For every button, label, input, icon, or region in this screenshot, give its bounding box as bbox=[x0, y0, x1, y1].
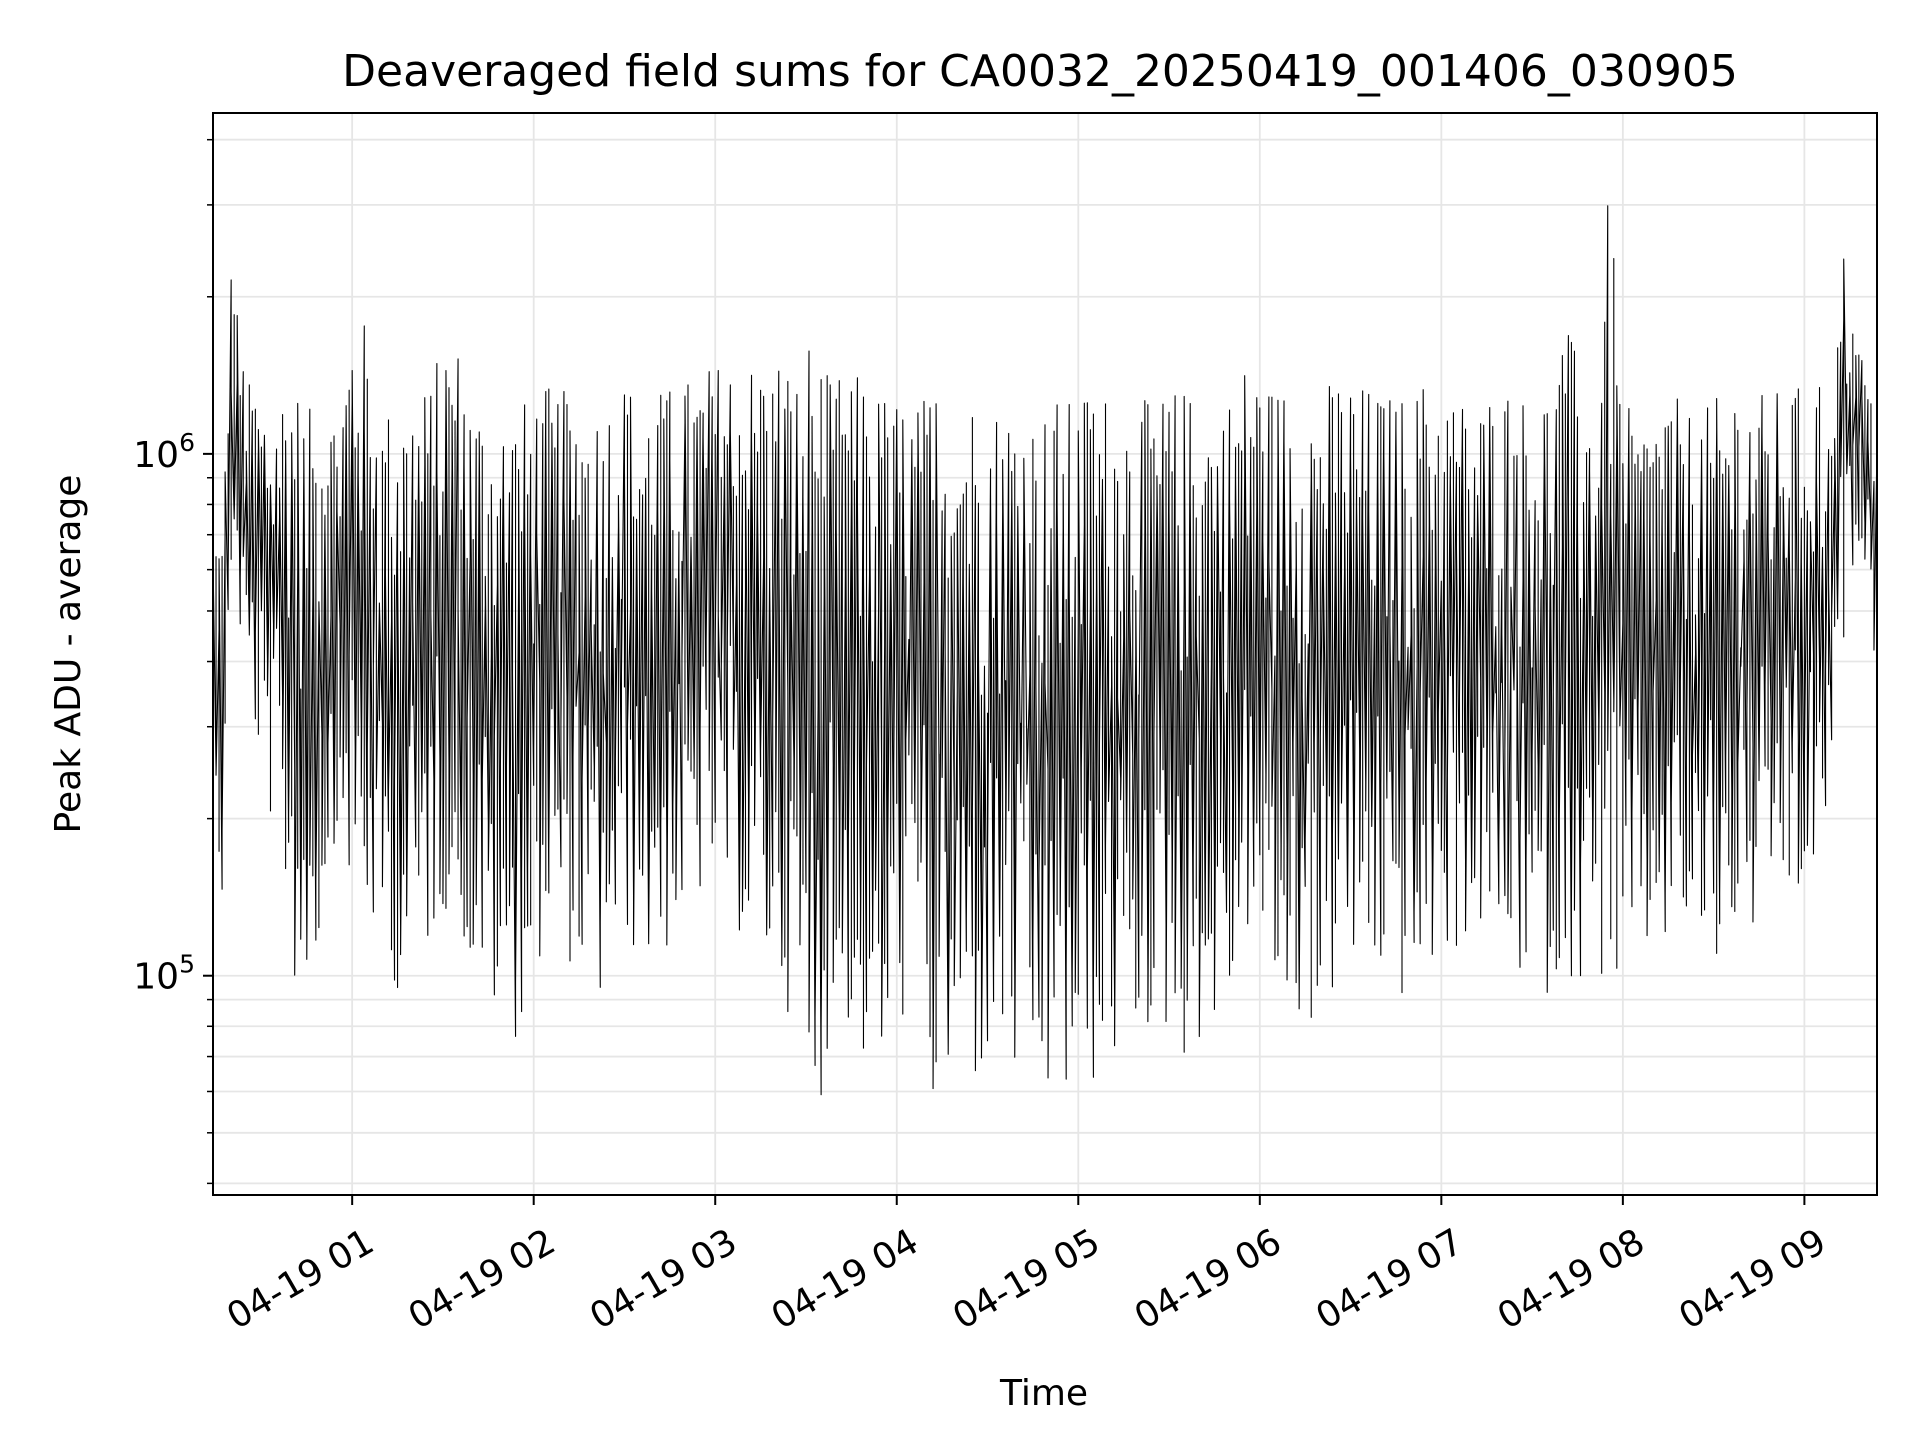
y-tick-exponent: 5 bbox=[179, 950, 195, 979]
chart-title: Deaveraged field sums for CA0032_2025041… bbox=[342, 46, 1738, 97]
y-axis-label: Peak ADU - average bbox=[48, 475, 89, 834]
y-tick-label: 105 bbox=[133, 950, 195, 998]
y-tick-label: 106 bbox=[133, 428, 195, 476]
y-tick-exponent: 6 bbox=[179, 428, 195, 457]
y-tick-base: 10 bbox=[133, 435, 179, 476]
x-axis-label: Time bbox=[999, 1373, 1088, 1414]
y-tick-base: 10 bbox=[133, 957, 179, 998]
series-line bbox=[212, 205, 1878, 1096]
plot-frame bbox=[212, 112, 1878, 1196]
data-series bbox=[212, 205, 1878, 1096]
